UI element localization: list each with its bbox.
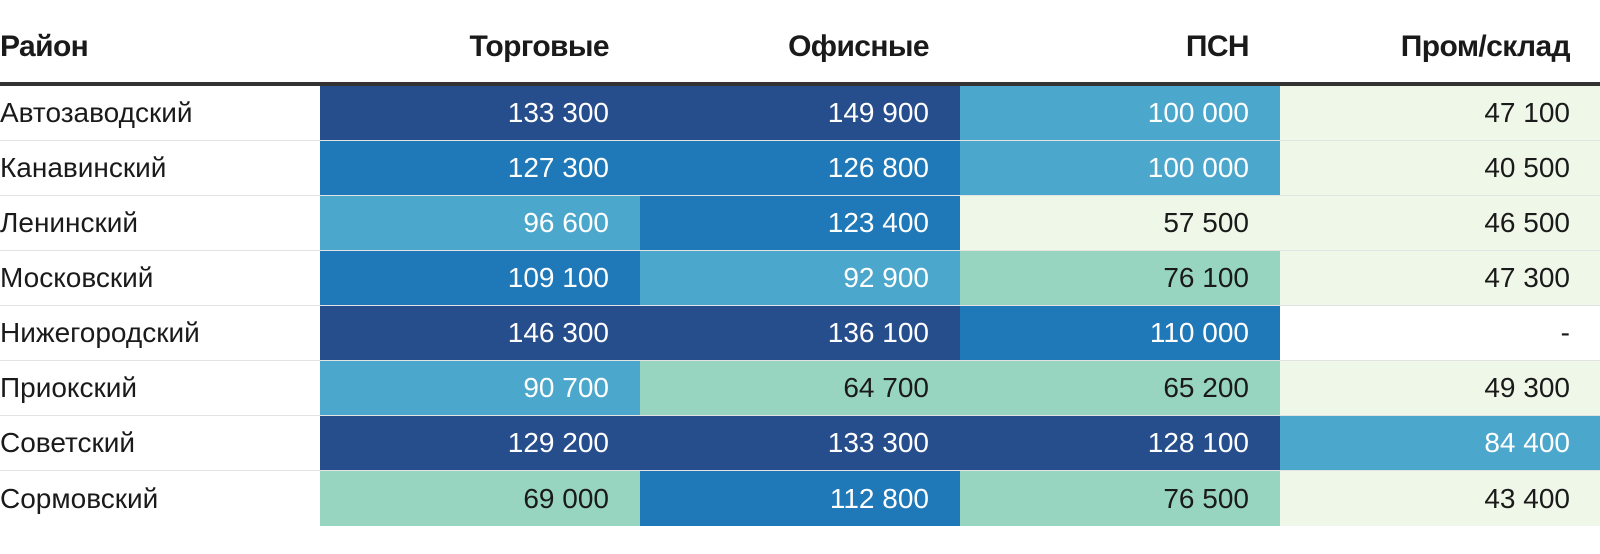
cell-office: 133 300: [640, 416, 960, 470]
cell-industrial: 47 300: [1280, 251, 1600, 305]
cell-retail: 90 700: [320, 361, 640, 415]
table-row: Приокский 90 700 64 700 65 200 49 300: [0, 361, 1600, 416]
cell-office: 123 400: [640, 196, 960, 250]
district-name: Приокский: [0, 361, 320, 415]
header-retail: Торговые: [469, 30, 610, 63]
cell-retail: 96 600: [320, 196, 640, 250]
cell-psn: 100 000: [960, 86, 1280, 140]
cell-office: 136 100: [640, 306, 960, 360]
table-row: Советский 129 200 133 300 128 100 84 400: [0, 416, 1600, 471]
table-row: Канавинский 127 300 126 800 100 000 40 500: [0, 141, 1600, 196]
cell-retail: 127 300: [320, 141, 640, 195]
cell-psn: 76 100: [960, 251, 1280, 305]
cell-office: 126 800: [640, 141, 960, 195]
cell-office: 92 900: [640, 251, 960, 305]
cell-industrial: -: [1280, 306, 1600, 360]
header-office: Офисные: [788, 30, 930, 63]
district-name: Советский: [0, 416, 320, 470]
district-name: Сормовский: [0, 471, 320, 526]
district-name: Московский: [0, 251, 320, 305]
cell-psn: 128 100: [960, 416, 1280, 470]
table-body: Автозаводский 133 300 149 900 100 000 47 100…: [0, 86, 1600, 526]
cell-office: 64 700: [640, 361, 960, 415]
header-psn: ПСН: [1185, 30, 1250, 63]
table-row: Московский 109 100 92 900 76 100 47 300: [0, 251, 1600, 306]
cell-industrial: 84 400: [1280, 416, 1600, 470]
district-price-table: Район Торговые Офисные ПСН Пром/склад Ав…: [0, 0, 1600, 526]
cell-industrial: 46 500: [1280, 196, 1600, 250]
cell-retail: 69 000: [320, 471, 640, 526]
cell-industrial: 43 400: [1280, 471, 1600, 526]
cell-industrial: 47 100: [1280, 86, 1600, 140]
cell-psn: 100 000: [960, 141, 1280, 195]
table-row: Сормовский 69 000 112 800 76 500 43 400: [0, 471, 1600, 526]
header-district: Район: [0, 30, 89, 63]
table-row: Ленинский 96 600 123 400 57 500 46 500: [0, 196, 1600, 251]
cell-retail: 146 300: [320, 306, 640, 360]
district-name: Нижегородский: [0, 306, 320, 360]
district-name: Канавинский: [0, 141, 320, 195]
table-row: Нижегородский 146 300 136 100 110 000-: [0, 306, 1600, 361]
table-header-row: Район Торговые Офисные ПСН Пром/склад: [0, 0, 1600, 86]
cell-industrial: 40 500: [1280, 141, 1600, 195]
header-industrial: Пром/склад: [1400, 30, 1571, 63]
district-name: Ленинский: [0, 196, 320, 250]
cell-office: 112 800: [640, 471, 960, 526]
district-name: Автозаводский: [0, 86, 320, 140]
cell-psn: 65 200: [960, 361, 1280, 415]
cell-office: 149 900: [640, 86, 960, 140]
cell-industrial: 49 300: [1280, 361, 1600, 415]
cell-retail: 129 200: [320, 416, 640, 470]
cell-psn: 110 000: [960, 306, 1280, 360]
cell-psn: 76 500: [960, 471, 1280, 526]
table-row: Автозаводский 133 300 149 900 100 000 47 100: [0, 86, 1600, 141]
cell-retail: 133 300: [320, 86, 640, 140]
cell-psn: 57 500: [960, 196, 1280, 250]
cell-retail: 109 100: [320, 251, 640, 305]
